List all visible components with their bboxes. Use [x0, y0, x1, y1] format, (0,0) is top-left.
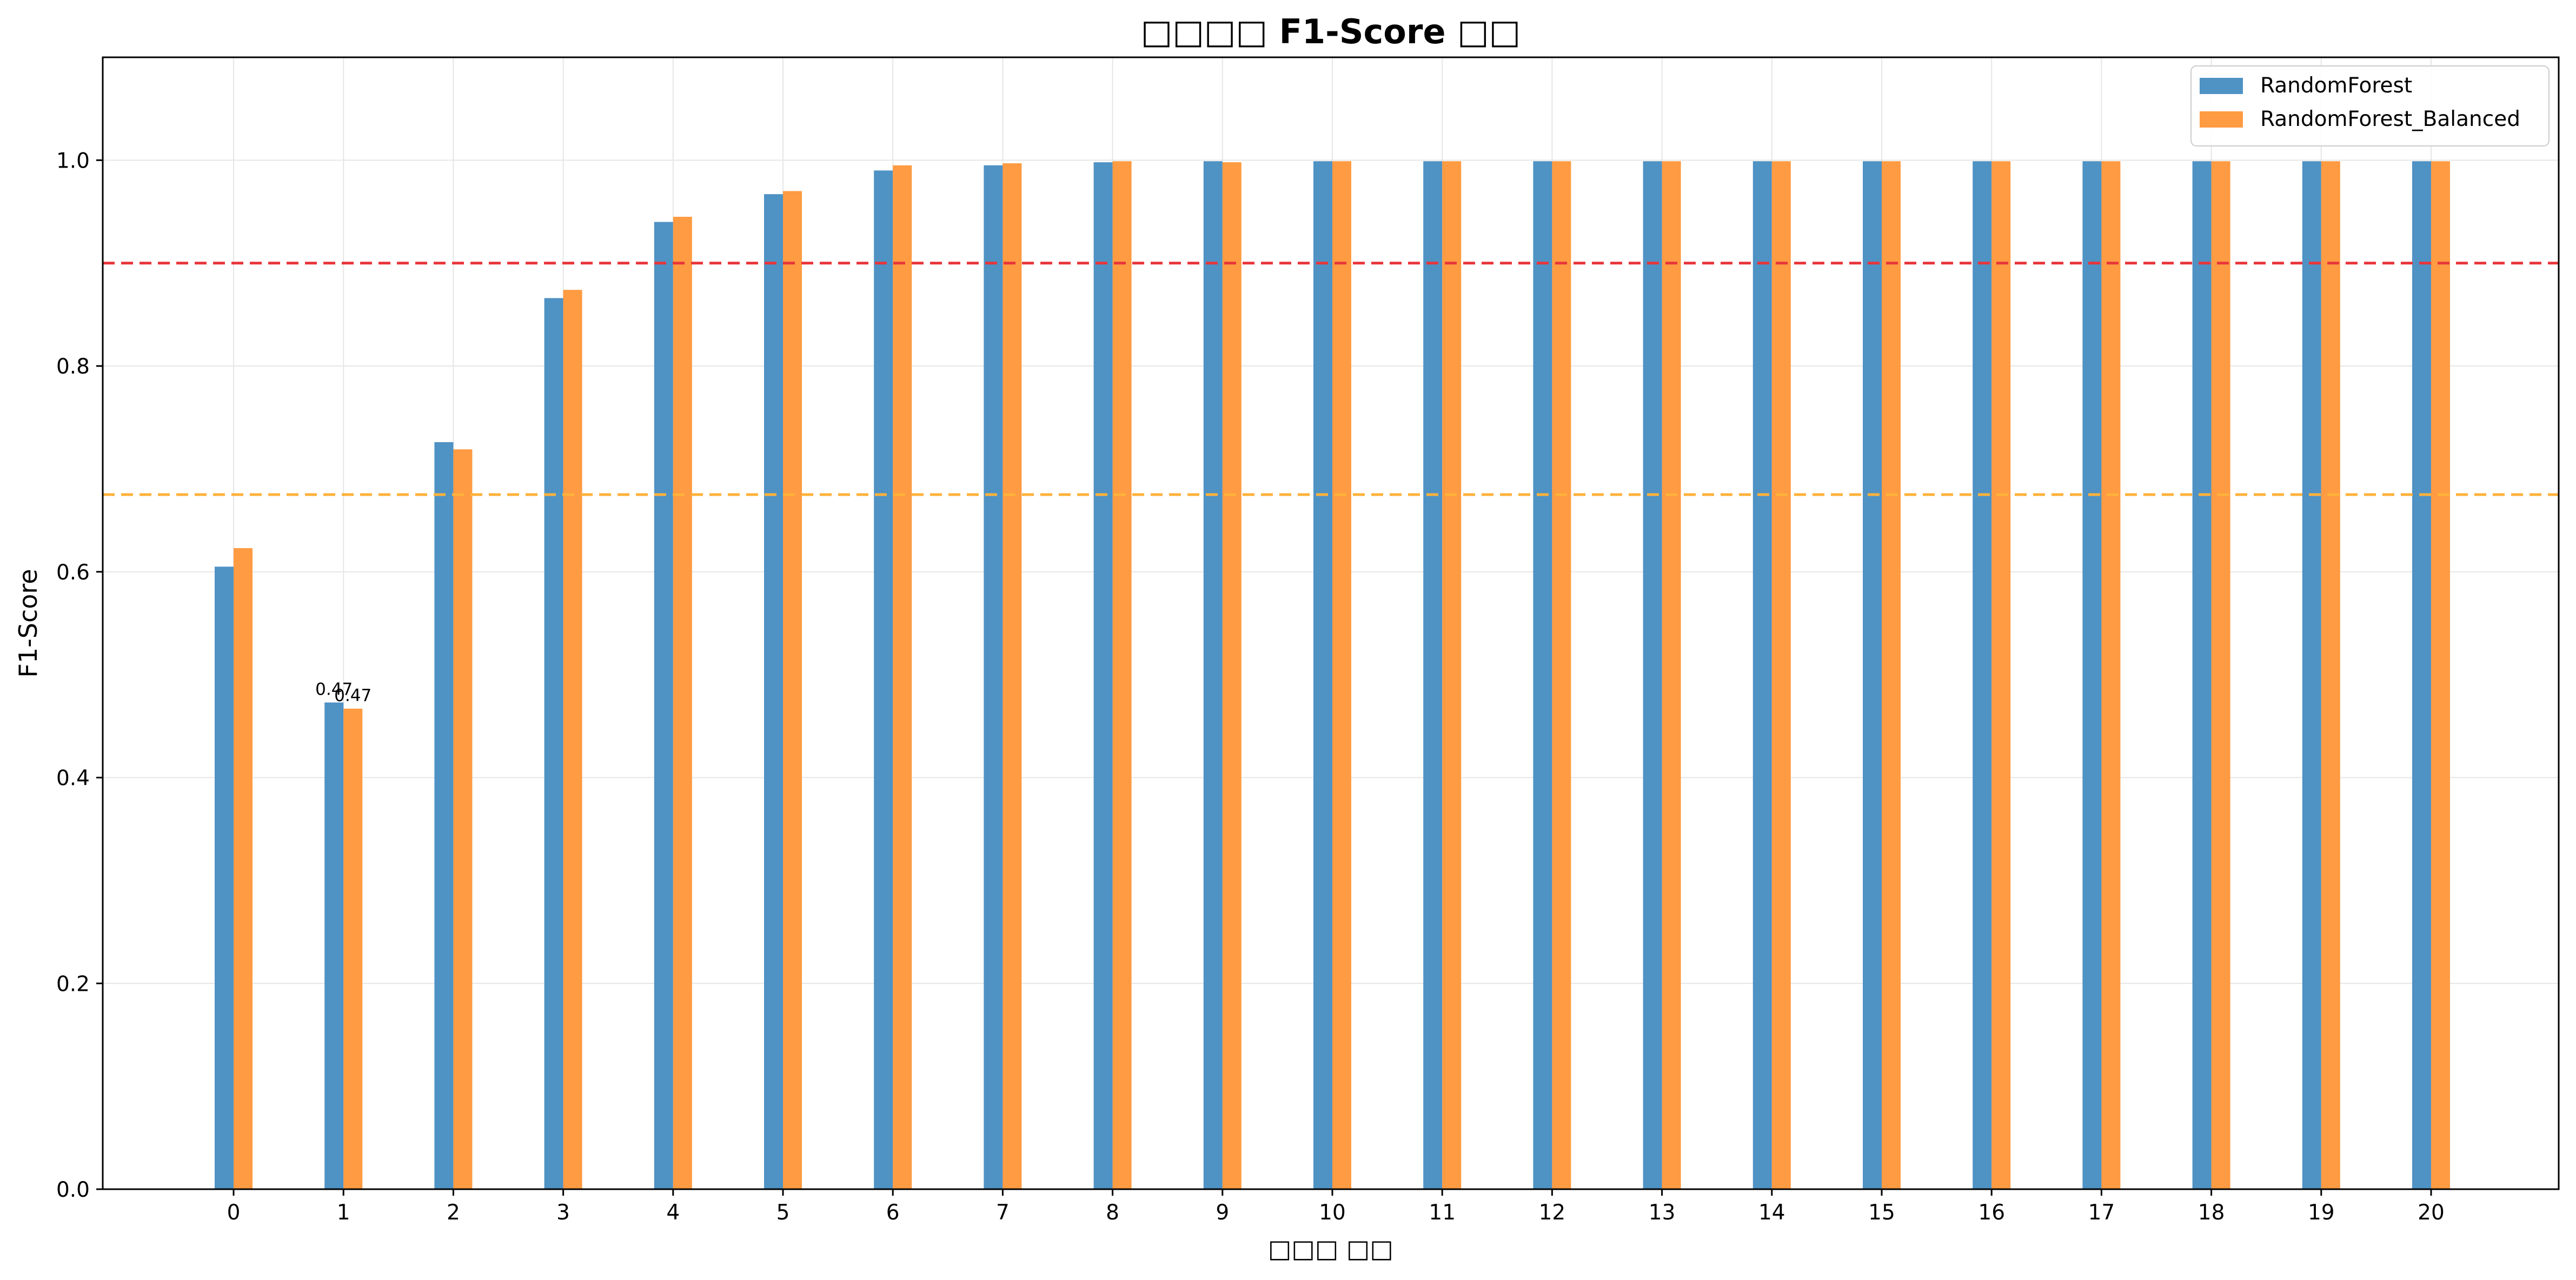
- x-tick-label: 11: [1429, 1201, 1456, 1225]
- legend: RandomForest RandomForest_Balanced: [2190, 65, 2550, 146]
- bar: [1332, 161, 1351, 1189]
- bar: [544, 298, 563, 1189]
- legend-label: RandomForest: [2260, 74, 2412, 98]
- bar: [1863, 161, 1882, 1189]
- bar: [2082, 161, 2102, 1189]
- plot-frame: [102, 56, 2560, 1190]
- legend-swatch: [2200, 111, 2243, 128]
- x-tick-label: 12: [1539, 1201, 1566, 1225]
- x-tick-label: 18: [2198, 1201, 2225, 1225]
- y-tick-label: 0.8: [56, 355, 90, 379]
- data-label: 0.47: [334, 686, 371, 705]
- x-tick-label: 0: [227, 1201, 241, 1225]
- bar: [2302, 161, 2321, 1189]
- bar: [1973, 161, 1992, 1189]
- y-tick-label: 0.0: [56, 1178, 90, 1202]
- bar: [673, 217, 692, 1190]
- axis-ticks: 0.00.20.40.60.81.00 1 2 3 4 5 6 7 8 9 10 11 12 13 14 15…: [56, 149, 2445, 1225]
- x-tick-label: 1: [337, 1201, 350, 1225]
- bar: [324, 702, 344, 1189]
- x-tick-label: 4: [666, 1201, 680, 1225]
- x-tick-label: 14: [1758, 1201, 1785, 1225]
- y-tick-label: 1.0: [56, 149, 90, 173]
- bar: [654, 222, 673, 1190]
- bar: [434, 442, 454, 1190]
- bars: [215, 161, 2450, 1190]
- x-axis-label: □□□ □□: [1268, 1234, 1393, 1263]
- legend-swatch: [2200, 78, 2243, 94]
- x-tick-label: 9: [1216, 1201, 1229, 1225]
- y-tick-label: 0.4: [56, 766, 90, 791]
- x-tick-label: 7: [996, 1201, 1010, 1225]
- bar: [1002, 163, 1022, 1189]
- legend-box: [2190, 65, 2550, 146]
- bar: [1882, 161, 1901, 1189]
- y-tick-label: 0.2: [56, 972, 90, 996]
- bar: [2321, 161, 2340, 1189]
- chart-title: □□□□ F1-Score □□: [1141, 12, 1521, 51]
- bar: [234, 548, 253, 1189]
- bar: [1203, 161, 1223, 1189]
- bar: [764, 194, 783, 1190]
- reference-lines: [103, 262, 2559, 496]
- x-tick-label: 19: [2308, 1201, 2335, 1225]
- x-tick-label: 5: [776, 1201, 790, 1225]
- bar: [1423, 161, 1443, 1189]
- bar: [343, 709, 363, 1189]
- x-tick-label: 8: [1106, 1201, 1119, 1225]
- x-tick-label: 2: [447, 1201, 460, 1225]
- bar: [1442, 161, 1462, 1189]
- bar: [1752, 161, 1772, 1189]
- x-tick-label: 13: [1649, 1201, 1676, 1225]
- x-tick-label: 15: [1868, 1201, 1895, 1225]
- bar: [1643, 161, 1662, 1189]
- x-tick-label: 17: [2088, 1201, 2115, 1225]
- bar: [2431, 161, 2450, 1189]
- bar: [1222, 162, 1241, 1189]
- bar: [2211, 161, 2230, 1189]
- bar: [453, 449, 473, 1190]
- bar: [1991, 161, 2011, 1189]
- y-tick-label: 0.6: [56, 561, 90, 585]
- bar: [1533, 161, 1552, 1189]
- bar: [563, 290, 582, 1189]
- bar: [783, 191, 802, 1190]
- bar: [1112, 161, 1132, 1189]
- bar: [874, 170, 893, 1189]
- x-tick-label: 16: [1978, 1201, 2005, 1225]
- bar: [1093, 162, 1113, 1189]
- x-tick-label: 3: [556, 1201, 570, 1225]
- bar: [1313, 161, 1332, 1189]
- bar: [1771, 161, 1791, 1189]
- bar: [893, 165, 912, 1189]
- data-label: 0.47: [315, 680, 353, 699]
- x-tick-label: 20: [2418, 1201, 2445, 1225]
- bar: [1552, 161, 1571, 1189]
- bar: [984, 165, 1003, 1189]
- x-tick-label: 6: [886, 1201, 900, 1225]
- bar: [215, 566, 234, 1189]
- x-tick-label: 10: [1319, 1201, 1346, 1225]
- bar: [2101, 161, 2121, 1189]
- legend-label: RandomForest_Balanced: [2260, 107, 2520, 131]
- bar: [2192, 161, 2212, 1189]
- bar: [1662, 161, 1681, 1189]
- bar: [2412, 161, 2431, 1189]
- data-labels: 0.470.47: [315, 680, 371, 705]
- y-axis-label: F1-Score: [14, 569, 43, 677]
